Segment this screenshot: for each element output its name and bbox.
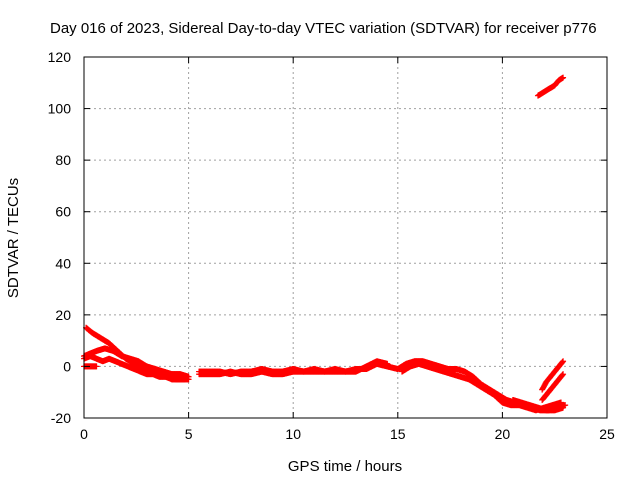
x-tick-label: 25 xyxy=(599,426,615,442)
y-tick-label: 40 xyxy=(55,255,71,271)
x-tick-label: 10 xyxy=(285,426,301,442)
y-tick-label: -20 xyxy=(51,410,71,426)
y-tick-label: 20 xyxy=(55,307,71,323)
y-tick-label: 60 xyxy=(55,204,71,220)
series-arc-4 xyxy=(81,353,192,383)
y-axis-label: SDTVAR / TECUs xyxy=(5,178,22,298)
y-tick-label: 100 xyxy=(48,101,72,117)
y-tick-label: 120 xyxy=(48,49,72,65)
chart-title: Day 016 of 2023, Sidereal Day-to-day VTE… xyxy=(50,20,597,37)
x-tick-label: 5 xyxy=(185,426,193,442)
data-point xyxy=(560,371,567,378)
data-point xyxy=(185,376,192,383)
x-tick-label: 20 xyxy=(495,426,511,442)
y-tick-label: 80 xyxy=(55,152,71,168)
tick-labels: 0 5 10 15 20 25 -20 0 20 40 60 80 100 120 xyxy=(48,49,615,442)
axis-ticks xyxy=(83,56,608,419)
data-point xyxy=(560,74,567,81)
y-tick-label: 0 xyxy=(63,358,71,374)
data-point xyxy=(384,360,391,367)
x-tick-label: 15 xyxy=(390,426,406,442)
data-point xyxy=(560,404,567,411)
x-axis-label: GPS time / hours xyxy=(288,458,402,475)
data-point xyxy=(557,399,564,406)
data-point xyxy=(93,363,100,370)
series-arc-11 xyxy=(509,396,567,414)
plot-area-border xyxy=(83,56,608,419)
series-arc-9 xyxy=(539,358,567,393)
grid xyxy=(84,57,607,418)
series-arc-8 xyxy=(398,360,564,414)
x-tick-label: 0 xyxy=(80,426,88,442)
series-arc-6 xyxy=(196,358,391,378)
series-arc-12 xyxy=(534,74,567,99)
data-points xyxy=(81,74,569,414)
data-point xyxy=(560,358,567,365)
series-arc-10 xyxy=(539,371,567,403)
